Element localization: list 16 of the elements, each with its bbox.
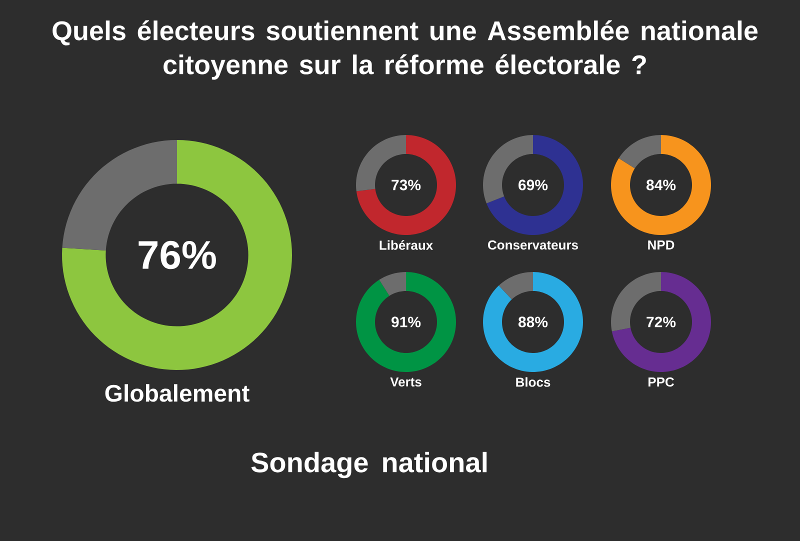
data-label: 91% bbox=[392, 316, 421, 328]
data-label: 69% bbox=[518, 180, 548, 190]
text: NPD bbox=[648, 240, 674, 250]
text: PPC bbox=[648, 377, 674, 387]
text: Sondage national bbox=[251, 452, 487, 478]
text: Conservateurs bbox=[488, 240, 578, 250]
data-label: 76% bbox=[138, 240, 216, 270]
text: Libéraux bbox=[380, 240, 434, 250]
text: Verts bbox=[390, 377, 422, 387]
text: Blocs bbox=[516, 377, 550, 387]
text: Globalement bbox=[105, 384, 250, 402]
text: Quels électeurs soutiennent une Assemblée nationale citoyenne sur la réforme électorale ? bbox=[52, 20, 758, 80]
data-label: 73% bbox=[392, 180, 421, 190]
data-label: 88% bbox=[518, 316, 548, 328]
data-label: 84% bbox=[646, 180, 676, 190]
data-label: 72% bbox=[646, 316, 676, 328]
